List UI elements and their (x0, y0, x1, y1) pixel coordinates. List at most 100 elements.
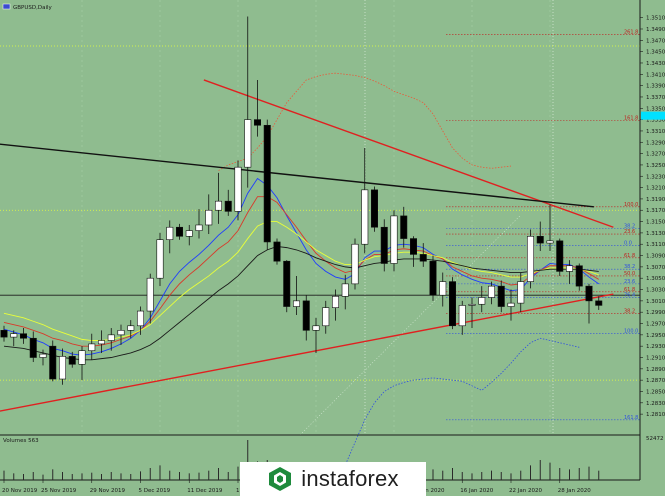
x-tick-label: 17 (236, 488, 243, 494)
candle-body-61 (595, 300, 603, 306)
candle-body-14 (137, 310, 145, 327)
moving-average-line-1 (3, 196, 599, 347)
y-tick-label: 1.3110 (646, 242, 665, 248)
candle-body-39 (380, 226, 388, 264)
y-tick-label: 1.3230 (646, 174, 665, 180)
candle-body-20 (195, 224, 203, 231)
candle-body-38 (370, 189, 378, 228)
y-tick-label: 1.3030 (646, 288, 665, 294)
candle-body-41 (400, 215, 408, 239)
fibonacci-levels: 100.038.223.60.061.838.250.023.661.876.4… (299, 30, 640, 436)
y-tick-label: 1.2810 (646, 412, 665, 418)
y-tick-label: 1.3410 (646, 72, 665, 78)
candle-body-15 (146, 277, 154, 312)
x-tick-label: 29 Nov 2019 (90, 488, 126, 494)
symbol-flag-icon (2, 3, 11, 10)
y-tick-label: 1.3330 (646, 118, 665, 124)
y-tick-label: 1.3250 (646, 163, 665, 169)
y-tick-label: 1.2950 (646, 333, 665, 339)
fib-level-label-4: 61.8 (624, 253, 635, 259)
fib-level-label-11: 161.8 (624, 415, 638, 421)
candle-body-52 (507, 302, 515, 307)
fib-level-label-7: 23.6 (624, 279, 635, 285)
x-tick-label: 11 Dec 2019 (187, 488, 223, 494)
x-tick-label: 5 Dec 2019 (139, 488, 171, 494)
y-tick-label: 1.3150 (646, 220, 665, 226)
header: GBPUSD,Daily (2, 3, 53, 11)
candle-body-23 (224, 200, 232, 212)
y-tick-label: 1.3390 (646, 84, 665, 90)
y-tick-label: 1.3470 (646, 38, 665, 44)
candle-body-6 (58, 356, 66, 380)
candle-body-60 (585, 285, 593, 302)
candle-body-36 (351, 243, 359, 285)
candle-body-48 (468, 303, 476, 306)
candle-body-53 (517, 281, 525, 304)
candle-body-12 (117, 330, 125, 336)
candle-body-59 (575, 265, 583, 287)
horizontal-levels (0, 45, 640, 381)
candle-body-46 (448, 281, 456, 327)
x-tick-label: 16 Jan 2020 (460, 488, 493, 494)
candle-body-50 (487, 285, 495, 298)
watermark-text: instaforex (301, 466, 399, 491)
y-tick-label: 1.3090 (646, 254, 665, 260)
y-tick-label: 1.2890 (646, 367, 665, 373)
x-tick-label: 25 Nov 2019 (41, 488, 77, 494)
y-tick-label: 1.2850 (646, 389, 665, 395)
candle-body-25 (244, 119, 252, 168)
trendline-1 (203, 79, 614, 228)
y-tick-label: 1.2930 (646, 344, 665, 350)
candle-body-16 (156, 239, 164, 279)
x-tick-label: 22 Jan 2020 (509, 488, 542, 494)
fib-level-label-12: 38.2 (624, 308, 635, 314)
candle-body-42 (409, 238, 417, 255)
y-tick-labels: 1.3510 1.3490 1.3470 1.3450 1.3430 1.3410 1.33… (640, 16, 665, 418)
y-tick-label: 1.2870 (646, 378, 665, 384)
x-tick-label: 10 Jan 2020 (412, 488, 445, 494)
current-price-box (641, 111, 665, 120)
y-tick-label: 1.3310 (646, 129, 665, 135)
y-tick-label: 1.2970 (646, 322, 665, 328)
y-tick-label: 1.3010 (646, 299, 665, 305)
y-tick-label: 1.3070 (646, 265, 665, 271)
candle-body-56 (546, 240, 554, 244)
bollinger-lower-line (330, 337, 580, 496)
candle-body-55 (536, 235, 544, 244)
fib-level-label-0: 100.0 (624, 202, 638, 208)
candle-body-54 (526, 235, 534, 282)
trendline-0 (0, 293, 614, 412)
current-price-marker (641, 111, 665, 120)
y-tick-label: 1.2990 (646, 310, 665, 316)
fib-level-label-14: 161.8 (624, 116, 638, 122)
candle-body-0 (0, 330, 8, 338)
fib-level-label-5: 38.2 (624, 264, 635, 270)
candle-body-28 (273, 241, 281, 262)
y-tick-label: 1.3190 (646, 197, 665, 203)
y-tick-label: 1.3130 (646, 231, 665, 237)
x-tick-labels: 20 Nov 2019 25 Nov 2019 29 Nov 2019 5 Dec 2… (2, 480, 591, 494)
instaforex-logo-icon (269, 467, 292, 491)
y-tick-label: 1.3510 (646, 16, 665, 22)
x-tick-label: 20 Nov 2019 (2, 488, 38, 494)
candle-body-40 (390, 215, 398, 264)
candle-body-27 (263, 124, 271, 243)
candle-body-32 (312, 325, 320, 331)
candle-body-34 (331, 296, 339, 308)
fib-level-label-1: 38.2 (624, 223, 635, 229)
candle-body-4 (39, 353, 47, 358)
volume-scale-label: 52472 (646, 436, 664, 442)
candle-body-3 (29, 337, 37, 358)
candle-body-1 (10, 333, 18, 338)
y-tick-label: 1.3290 (646, 140, 665, 146)
trendlines (0, 79, 614, 412)
candle-body-43 (419, 254, 427, 262)
candle-body-49 (478, 297, 486, 305)
candle-body-13 (127, 325, 135, 331)
fib-level-label-9: 76.4 (624, 292, 635, 298)
candle-body-57 (556, 240, 564, 272)
watermark: instaforex (240, 462, 426, 496)
candles (0, 16, 603, 385)
candle-body-11 (107, 334, 115, 341)
